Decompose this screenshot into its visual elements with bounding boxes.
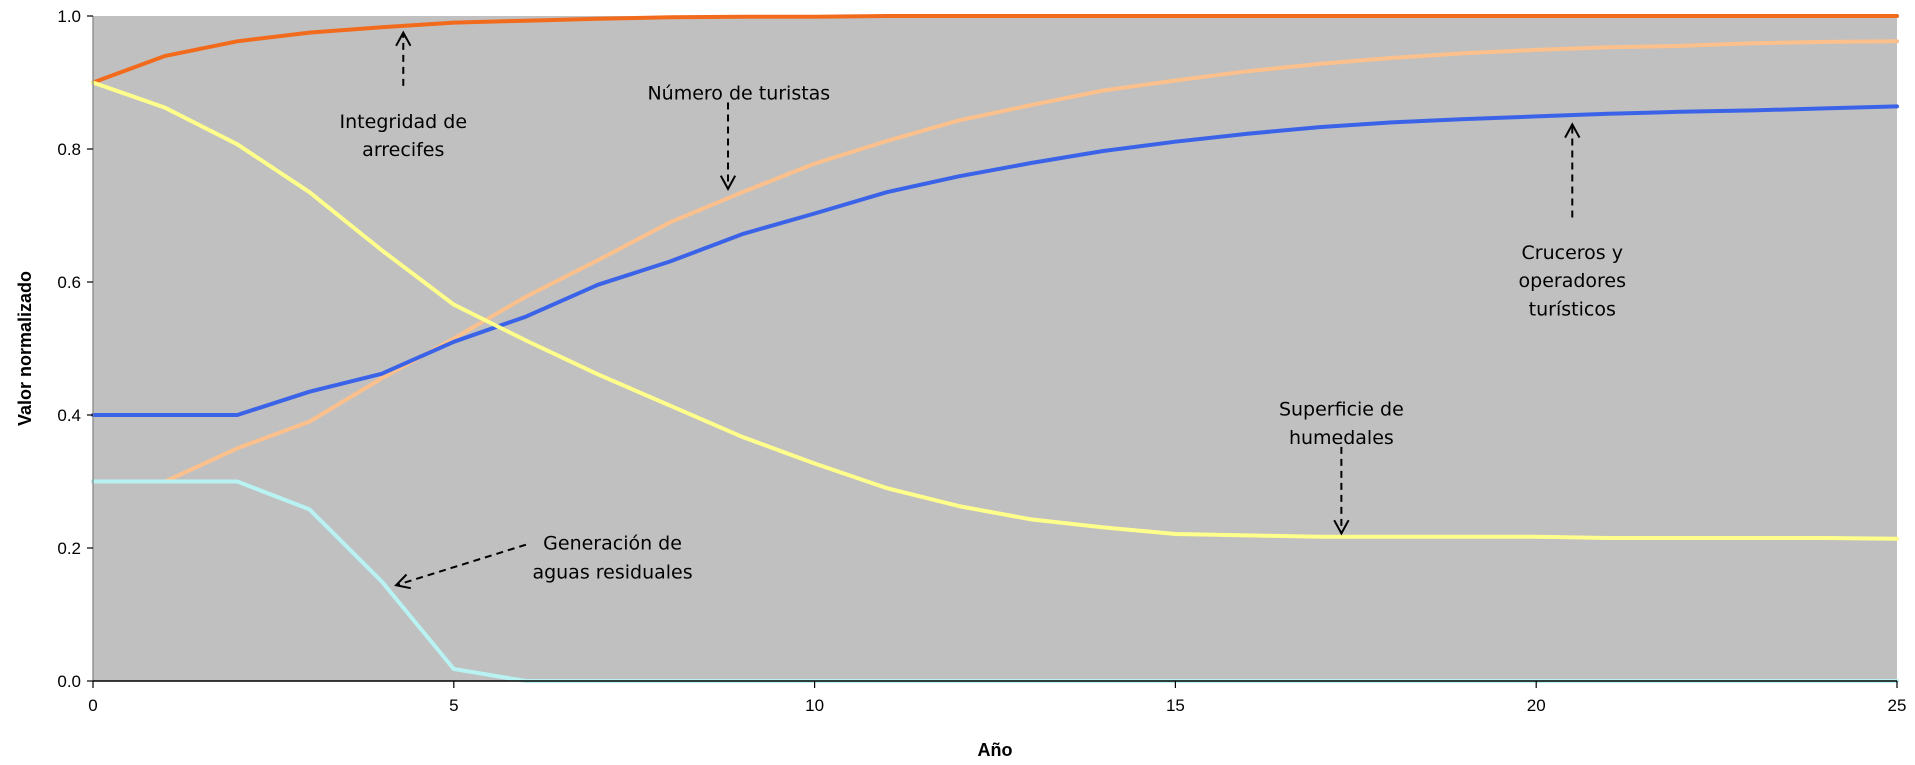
series-line-reef [91,14,1899,85]
annotation-label-reef: arrecifes [362,139,444,161]
x-tick-label: 10 [805,696,824,715]
plot-area [93,16,1897,681]
y-tick-label: 0.4 [57,406,81,425]
x-axis-title: Año [978,740,1013,760]
y-tick-label: 0.2 [57,539,81,558]
x-tick-label: 25 [1888,696,1907,715]
annotation-label-reef: Integridad de [340,111,468,133]
y-axis-title: Valor normalizado [15,271,35,426]
series-line-wetlands [91,80,1899,541]
annotation-label-wetlands: Superficie de [1279,398,1404,420]
annotation-layer: Integridad de arrecifes Número de turistas… [340,30,1627,590]
annotation-label-cruises: operadores [1519,270,1627,292]
annotation-arrowhead-wastewater [394,573,411,590]
y-tick-label: 0.0 [57,672,81,691]
x-tick-label: 20 [1527,696,1546,715]
annotation-arrowhead-tourists [719,175,737,191]
series-line-cruises [91,104,1899,417]
y-tick-label: 0.8 [57,140,81,159]
annotation-label-cruises: turísticos [1529,299,1616,321]
annotation-label-wastewater: Generación de [543,533,682,555]
annotation-arrowhead-cruises [1564,122,1581,139]
annotation-label-wastewater: aguas residuales [532,561,692,583]
y-tick-label: 1.0 [57,7,81,26]
series-line-tourists [91,39,1899,484]
annotation-arrowhead-wetlands [1333,519,1350,536]
annotation-label-cruises: Cruceros y [1522,242,1623,264]
x-tick-label: 0 [88,696,97,715]
x-tick-label: 15 [1166,696,1185,715]
annotation-label-tourists: Número de turistas [647,82,830,104]
axis-layer: 0.0 0.2 0.4 0.6 0.8 1.0 0 5 10 15 20 25 [57,7,1906,715]
annotation-arrow-wastewater [395,543,527,587]
y-tick-label: 0.6 [57,273,81,292]
x-tick-label: 5 [449,696,458,715]
annotation-arrowhead-reef [395,30,412,47]
annotation-label-wetlands: humedales [1289,427,1394,449]
